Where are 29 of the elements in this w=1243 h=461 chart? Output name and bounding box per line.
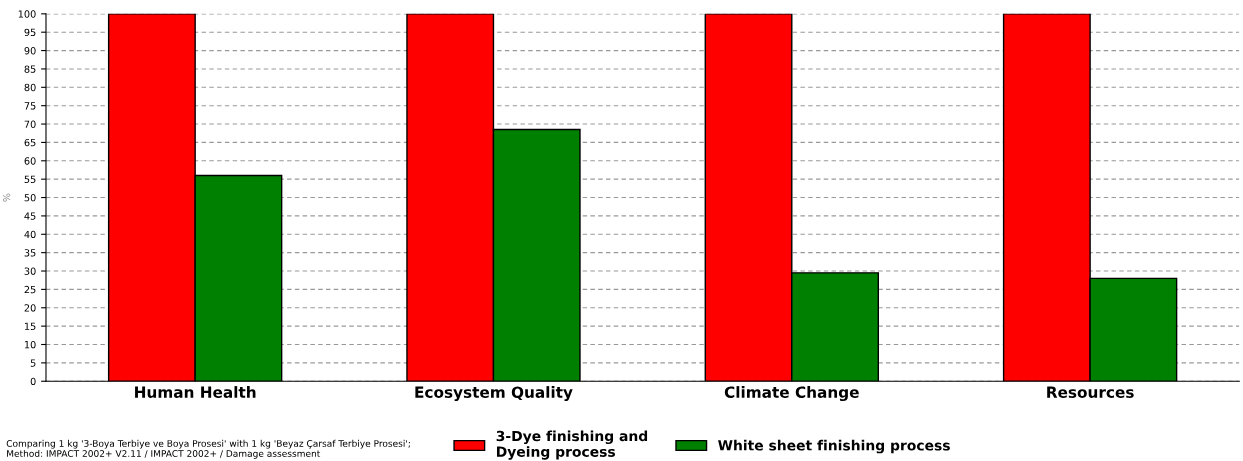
y-tick-label: 20 bbox=[24, 304, 36, 312]
x-tick-label: Ecosystem Quality bbox=[415, 386, 573, 402]
y-tick-label: 90 bbox=[24, 47, 36, 55]
y-tick-label: 60 bbox=[24, 157, 36, 165]
y-tick-label: 95 bbox=[24, 28, 36, 37]
legend-label: White sheet finishing process bbox=[718, 439, 950, 454]
legend-label: 3-Dye finishing and Dyeing process bbox=[496, 430, 648, 460]
y-tick-label: 50 bbox=[24, 194, 36, 202]
x-tick-label: Climate Change bbox=[724, 386, 859, 402]
y-tick-label: 10 bbox=[24, 340, 36, 349]
x-tick-label: Resources bbox=[1047, 386, 1134, 398]
y-tick-label: 45 bbox=[24, 212, 36, 220]
y-tick-label: 0 bbox=[30, 377, 36, 386]
x-tick-label: Human Health bbox=[135, 386, 256, 398]
y-tick-label: 75 bbox=[24, 102, 36, 110]
y-tick-label: 30 bbox=[24, 267, 36, 275]
y-tick-label: 25 bbox=[24, 285, 36, 294]
y-tick-label: 80 bbox=[24, 83, 36, 92]
text: Comparing 1 kg '3-Boya Terbiye ve Boya Prosesi' with 1 kg 'Beyaz Çarsaf Terbiye Prosesi'; Method: IMPACT 2002+ V2.11 / IMPACT 2002+ / Damage assessment bbox=[6, 439, 410, 459]
y-tick-label: 40 bbox=[24, 230, 36, 239]
y-tick-label: 70 bbox=[24, 120, 36, 128]
y-tick-label: 85 bbox=[24, 65, 36, 73]
y-tick-label: 55 bbox=[24, 175, 36, 183]
y-tick-label: 5 bbox=[30, 359, 36, 367]
y-tick-label: 15 bbox=[24, 322, 36, 330]
y-tick-label: 100 bbox=[18, 10, 36, 18]
y-tick-label: 65 bbox=[24, 138, 36, 147]
y-axis-title: % bbox=[2, 193, 11, 202]
y-tick-label: 35 bbox=[24, 249, 36, 257]
